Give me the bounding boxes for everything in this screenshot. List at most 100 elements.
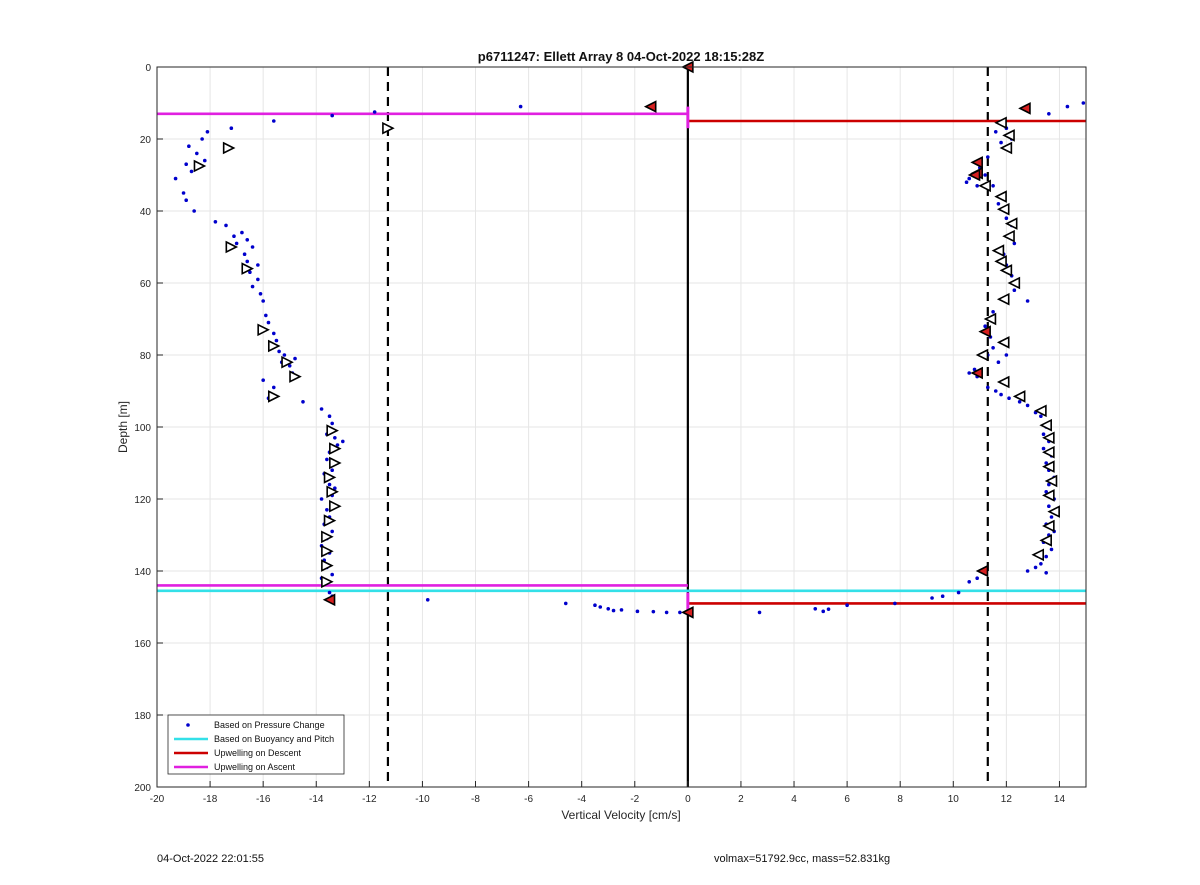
descent-marker: [1042, 489, 1055, 502]
pressure-point: [333, 486, 337, 491]
descent-marker: [1044, 474, 1058, 488]
pressure-point: [1047, 504, 1051, 509]
ascent-marker: [321, 530, 334, 544]
x-tick-label: 6: [844, 794, 850, 805]
pressure-point: [991, 184, 995, 188]
legend-label: Upwelling on Ascent: [214, 762, 296, 772]
x-tick-label: 2: [738, 794, 744, 805]
descent-marker: [999, 264, 1013, 277]
pressure-point: [1044, 490, 1048, 494]
pressure-point: [593, 603, 597, 607]
pressure-point: [261, 299, 265, 303]
pressure-point: [1025, 569, 1030, 573]
flagged-marker: [970, 156, 983, 169]
pressure-point: [619, 608, 624, 612]
y-axis-label: Depth [m]: [116, 401, 130, 453]
x-tick-label: 4: [791, 794, 797, 805]
pressure-point: [964, 180, 969, 184]
pressure-point: [757, 610, 762, 615]
legend-label: Based on Buoyancy and Pitch: [214, 734, 334, 744]
pressure-point: [999, 392, 1003, 397]
pressure-point: [319, 497, 324, 501]
ascent-marker: [321, 575, 334, 589]
pressure-point: [205, 130, 210, 134]
pressure-point: [319, 407, 324, 411]
descent-marker: [996, 202, 1010, 216]
ascent-marker: [329, 499, 342, 513]
pressure-point: [611, 608, 616, 613]
descent-marker: [975, 348, 989, 362]
pressure-point: [274, 338, 279, 343]
pressure-point: [271, 385, 276, 390]
descent-marker: [1007, 276, 1021, 290]
pressure-point: [195, 151, 199, 156]
pressure-point: [372, 110, 377, 114]
x-tick-label: -12: [362, 794, 377, 805]
descent-marker: [983, 312, 997, 326]
pressure-point: [330, 421, 334, 426]
x-tick-label: -20: [150, 794, 165, 805]
pressure-point: [173, 176, 178, 181]
descent-marker: [1004, 217, 1018, 230]
ascent-marker: [225, 240, 239, 254]
pressure-point: [967, 176, 972, 181]
pressure-point: [1025, 299, 1030, 303]
pressure-point: [425, 598, 430, 602]
descent-marker: [1031, 548, 1045, 562]
ascent-marker: [326, 424, 339, 437]
pressure-point: [1044, 461, 1048, 465]
pressure-point: [678, 610, 682, 615]
pressure-point: [250, 245, 255, 249]
x-tick-label: -4: [577, 794, 586, 805]
pressure-point: [1081, 101, 1086, 105]
pressure-point: [1041, 446, 1046, 451]
pressure-point: [240, 230, 244, 235]
ascent-marker: [267, 339, 281, 353]
y-tick-label: 80: [140, 351, 152, 362]
pressure-point: [845, 603, 849, 607]
flagged-marker: [681, 606, 694, 619]
pressure-point: [224, 223, 228, 228]
pressure-point: [250, 284, 255, 289]
pressure-point: [330, 572, 334, 577]
pressure-point: [1047, 112, 1051, 116]
pressure-point: [333, 436, 337, 440]
legend-label: Based on Pressure Change: [214, 720, 325, 730]
y-tick-label: 120: [134, 495, 151, 506]
x-tick-label: -6: [524, 794, 533, 805]
x-tick-label: -14: [309, 794, 324, 805]
pressure-point: [200, 137, 204, 141]
y-tick-label: 20: [140, 135, 152, 146]
pressure-point: [563, 601, 568, 606]
y-tick-label: 140: [134, 567, 151, 578]
pressure-point: [893, 601, 897, 606]
pressure-point: [956, 590, 961, 595]
ascent-marker: [257, 323, 270, 337]
pressure-point: [245, 259, 250, 264]
pressure-point: [1039, 414, 1043, 419]
pressure-point: [635, 609, 640, 614]
ascent-marker: [323, 471, 337, 484]
x-tick-label: -2: [630, 794, 639, 805]
pressure-point: [967, 580, 972, 584]
pressure-point: [264, 313, 268, 318]
descent-marker: [991, 244, 1005, 257]
descent-marker: [1042, 460, 1055, 473]
pressure-point: [287, 364, 292, 368]
pressure-point: [202, 158, 207, 163]
pressure-point: [1004, 216, 1009, 220]
descent-marker: [999, 141, 1013, 155]
velocity-markers: [193, 60, 1060, 619]
pressure-point: [972, 367, 977, 372]
pressure-point: [325, 457, 329, 462]
descent-marker: [996, 336, 1010, 349]
pressure-point: [341, 439, 345, 444]
ascent-marker: [329, 456, 342, 470]
pressure-point: [192, 209, 196, 213]
descent-marker: [996, 292, 1010, 306]
descent-marker: [1039, 534, 1052, 547]
ascent-marker: [193, 159, 207, 173]
pressure-point: [261, 378, 265, 383]
ascent-marker: [267, 390, 281, 403]
ascent-marker: [241, 262, 255, 275]
